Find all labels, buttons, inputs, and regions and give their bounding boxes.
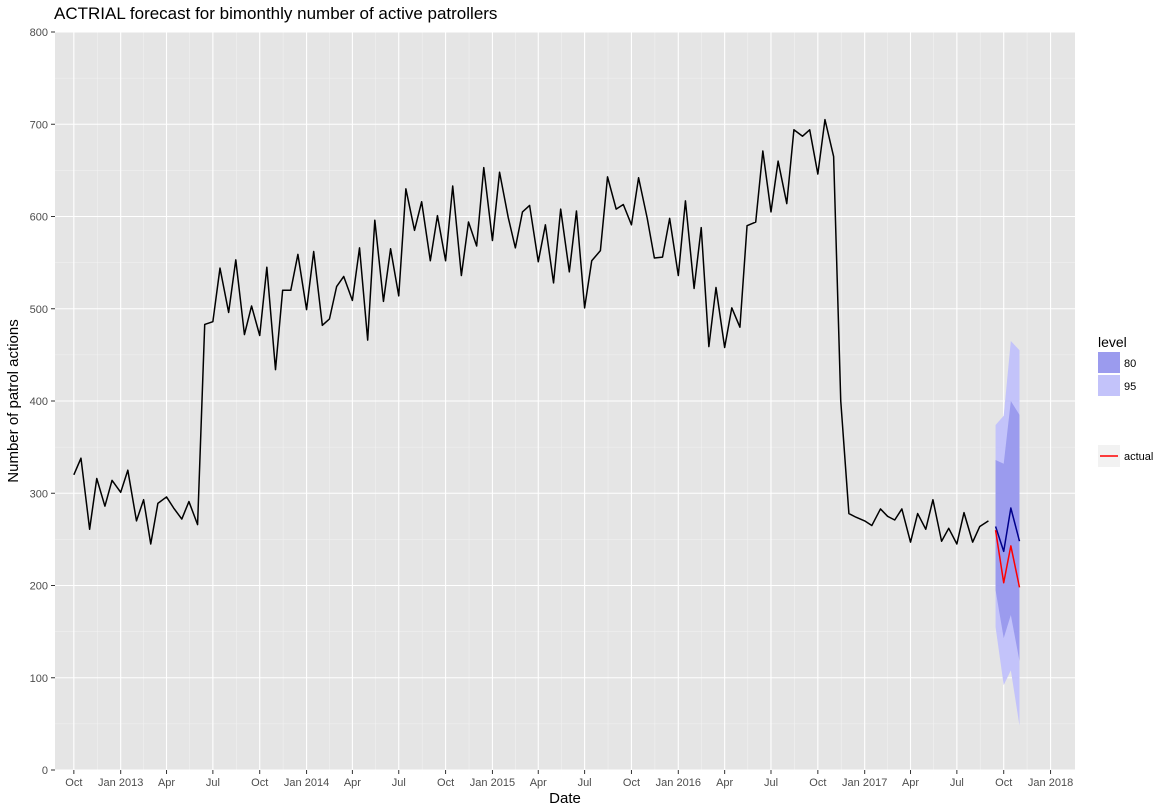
x-tick-label: Jul [578,777,592,789]
series-line-1 [994,507,1021,553]
minor-grid [55,32,1075,770]
x-axis-title: Date [549,790,581,807]
legend-label: 80 [1124,358,1136,370]
y-tick-label: 100 [30,673,48,685]
series-lines [73,118,1021,588]
y-axis-title: Number of patrol actions [5,319,22,482]
series-line-actual [994,530,1021,588]
x-tick-label: Jul [206,777,220,789]
x-tick-label: Oct [437,777,454,789]
x-tick-label: Apr [530,777,547,789]
legend-key-80 [1098,352,1120,373]
x-tick-label: Oct [65,777,82,789]
x-tick-label: Oct [809,777,826,789]
chart-title: ACTRIAL forecast for bimonthly number of… [54,4,498,23]
x-tick-label: Jan 2017 [842,777,887,789]
x-tick-label: Jul [764,777,778,789]
y-tick-label: 200 [30,581,48,593]
x-tick-label: Apr [344,777,361,789]
legend-label: actual [1124,451,1153,463]
legend-label: 95 [1124,381,1136,393]
axes: 0 100 200 300 400 500 600 700 800 Oct Jan 2013 Apr J… [30,27,1074,789]
x-tick-label: Jan 2016 [656,777,701,789]
y-tick-label: 500 [30,304,48,316]
x-tick-label: Jan 2014 [284,777,329,789]
x-tick-label: Apr [716,777,733,789]
legend-key-95 [1098,375,1120,396]
y-tick-label: 800 [30,27,48,39]
x-tick-label: Jan 2015 [470,777,515,789]
y-tick-label: 0 [42,765,48,777]
x-tick-label: Jul [950,777,964,789]
x-tick-label: Jan 2013 [98,777,143,789]
legend-title: level [1098,334,1127,350]
y-tick-label: 600 [30,212,48,224]
x-tick-label: Jan 2018 [1028,777,1073,789]
x-tick-label: Jul [392,777,406,789]
x-tick-label: Apr [902,777,919,789]
x-tick-label: Oct [995,777,1012,789]
y-tick-label: 300 [30,488,48,500]
major-grid [55,31,1075,771]
legend: level 80 95 actual [1098,334,1153,467]
x-tick-label: Apr [158,777,175,789]
x-tick-label: Oct [623,777,640,789]
x-tick-label: Oct [251,777,268,789]
series-line-0 [73,118,989,545]
y-tick-label: 400 [30,396,48,408]
y-tick-label: 700 [30,119,48,131]
